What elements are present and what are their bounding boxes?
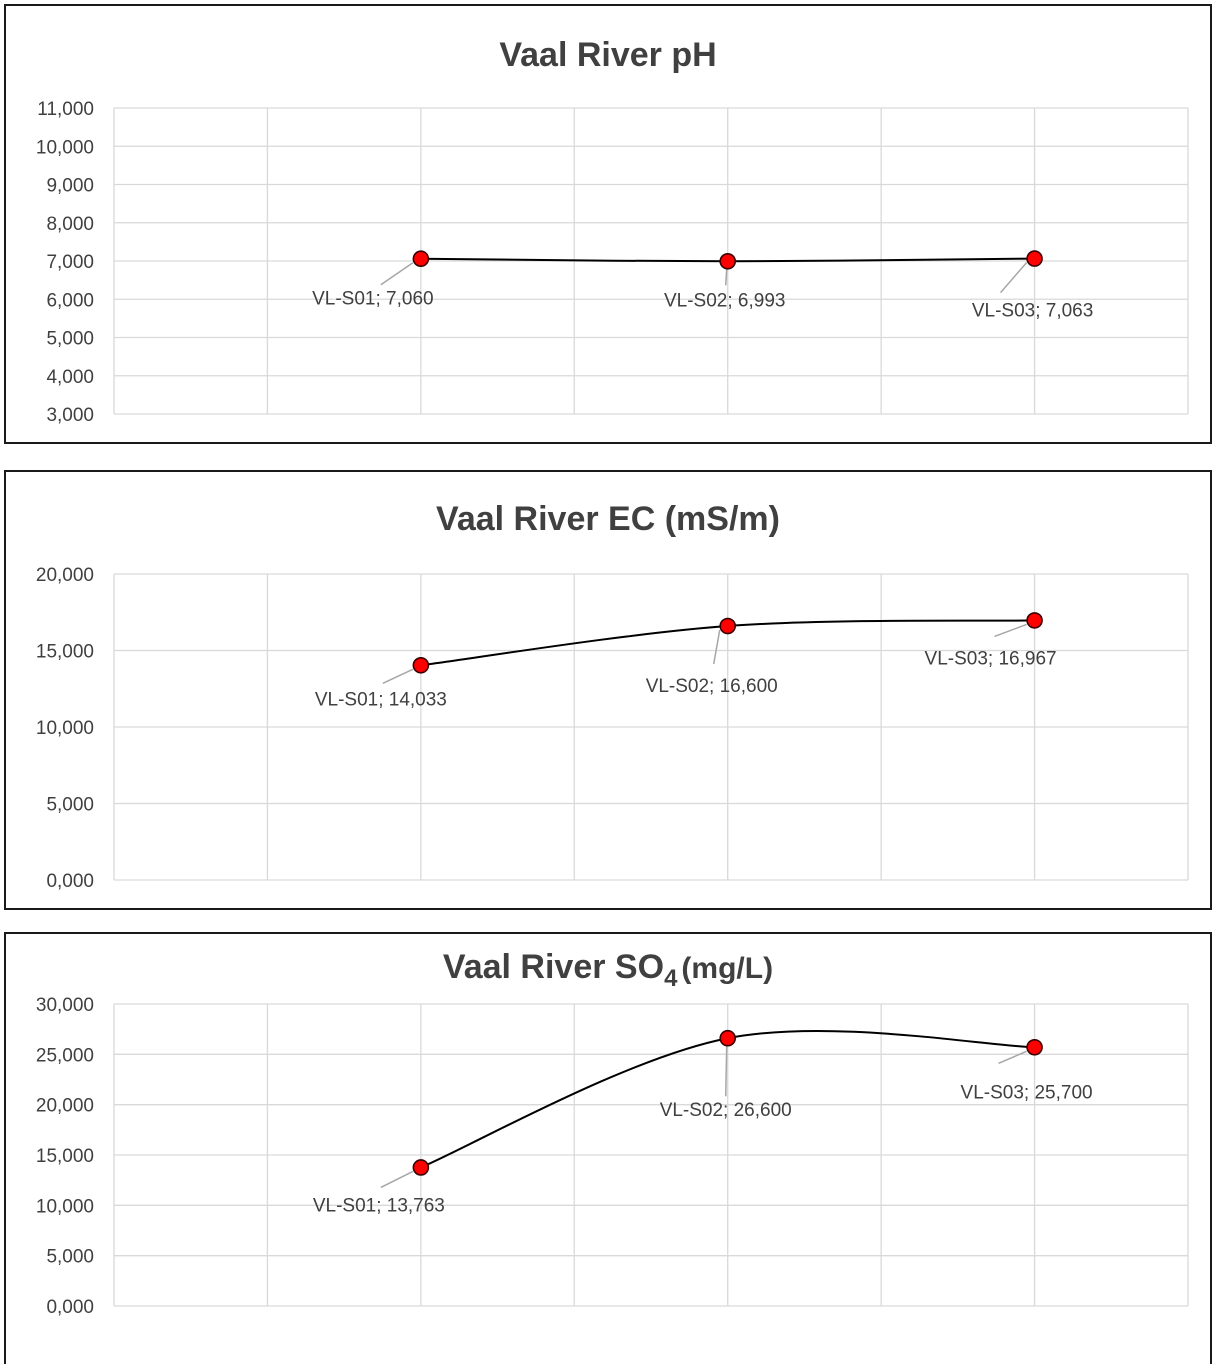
ph-y-tick-label: 11,000	[37, 99, 94, 120]
ec-leader-line	[712, 629, 721, 665]
ec-y-tick-label: 20,000	[36, 565, 94, 586]
so4-title-text: Vaal River SO	[443, 948, 664, 986]
ec-leader-line	[382, 668, 414, 684]
so4-y-tick-label: 25,000	[36, 1045, 94, 1066]
ph-leader-line	[380, 262, 414, 286]
ph-data-label: VL-S01; 7,060	[312, 289, 433, 310]
ph-y-tick-label: 8,000	[46, 214, 94, 235]
so4-data-point	[412, 1159, 430, 1176]
ph-y-tick-label: 10,000	[36, 137, 94, 158]
so4-data-label: VL-S03; 25,700	[961, 1082, 1093, 1103]
ph-leader-line	[1000, 262, 1028, 294]
so4-y-tick-label: 0,000	[46, 1297, 94, 1318]
ph-chart-panel: Vaal River pH 3,000 4,000 5,000 6,000 7,000 8,…	[4, 4, 1212, 444]
so4-leader-line	[380, 1170, 414, 1189]
ec-leader-line	[994, 623, 1027, 638]
so4-y-tick-label: 20,000	[36, 1096, 94, 1117]
ec-data-label: VL-S02; 16,600	[646, 676, 778, 697]
ph-y-tick-label: 9,000	[46, 176, 94, 197]
ec-y-tick-label: 0,000	[46, 871, 94, 892]
ec-data-point	[719, 617, 737, 635]
ph-y-tick-label: 7,000	[46, 252, 94, 273]
ph-chart-title: Vaal River pH	[499, 36, 716, 74]
ph-data-point	[719, 252, 737, 270]
ec-data-point	[412, 656, 430, 674]
so4-data-point	[719, 1029, 737, 1047]
ec-y-tick-label: 15,000	[36, 642, 94, 663]
ph-y-tick-label: 3,000	[46, 405, 94, 426]
so4-data-label: VL-S02; 26,600	[660, 1100, 792, 1121]
ec-chart-title: Vaal River EC (mS/m)	[436, 500, 780, 538]
so4-y-tick-label: 10,000	[36, 1196, 94, 1217]
ph-data-label: VL-S02; 6,993	[664, 290, 785, 311]
ph-y-tick-label: 6,000	[46, 290, 94, 311]
so4-title-tail: (mg/L)	[681, 952, 773, 985]
ec-y-tick-label: 5,000	[46, 795, 94, 816]
so4-y-tick-label: 15,000	[36, 1146, 94, 1167]
ph-chart: Vaal River pH 3,000 4,000 5,000 6,000 7,000 8,…	[36, 36, 1189, 426]
ph-data-point	[412, 250, 430, 268]
so4-leader-line	[998, 1050, 1027, 1064]
ph-leader-line	[724, 269, 728, 286]
ec-chart-panel: Vaal River EC (mS/m) 0,000 5,000 10,000 15,0…	[4, 470, 1212, 910]
so4-data-point	[1026, 1038, 1043, 1056]
so4-chart-title: Vaal River SO4 (mg/L)	[443, 948, 773, 992]
so4-title-subscript: 4	[664, 965, 678, 992]
so4-data-label: VL-S01; 13,763	[313, 1195, 445, 1216]
ph-data-label: VL-S03; 7,063	[972, 301, 1093, 322]
so4-y-tick-label: 30,000	[36, 995, 94, 1016]
ec-y-tick-label: 10,000	[36, 718, 94, 739]
ph-title-text: Vaal River pH	[499, 36, 716, 74]
ph-y-tick-label: 5,000	[46, 329, 94, 350]
ec-data-label: VL-S01; 14,033	[315, 689, 447, 710]
ph-y-tick-label: 4,000	[46, 367, 94, 388]
ec-data-point	[1026, 612, 1043, 629]
so4-chart: Vaal River SO4 (mg/L) 0,000 5,000 10,000 15,0…	[36, 948, 1189, 1318]
ec-chart: Vaal River EC (mS/m) 0,000 5,000 10,000 15,0…	[36, 500, 1189, 892]
ph-data-point	[1026, 250, 1043, 267]
so4-chart-panel: Vaal River SO4 (mg/L) 0,000 5,000 10,000 15,0…	[4, 932, 1212, 1364]
ec-title-text: Vaal River EC (mS/m)	[436, 500, 780, 538]
ec-data-label: VL-S03; 16,967	[925, 648, 1057, 669]
so4-y-tick-label: 5,000	[46, 1247, 94, 1268]
so4-leader-line	[724, 1046, 728, 1097]
